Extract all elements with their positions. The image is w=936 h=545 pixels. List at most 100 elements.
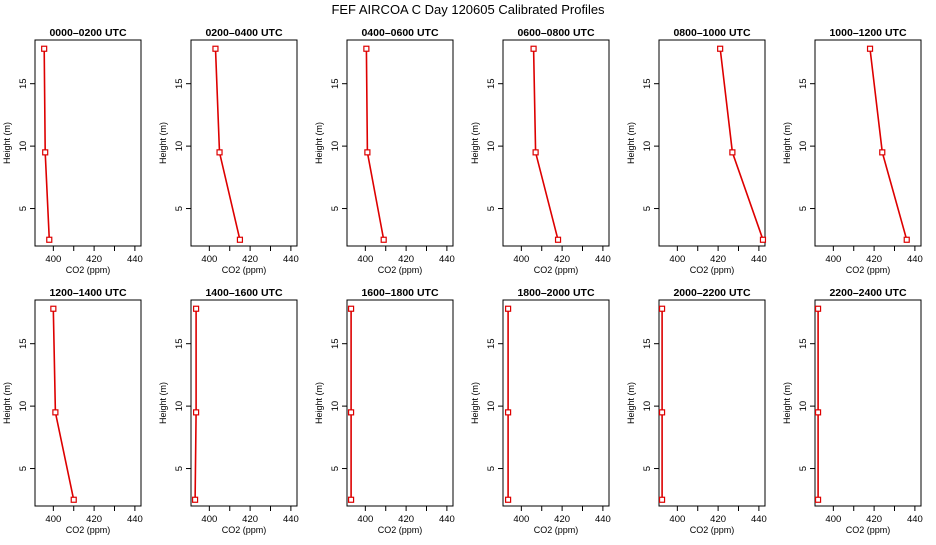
- data-point: [554, 236, 562, 243]
- y-tick-label: 5: [18, 206, 29, 211]
- panel-title: 0200–0400 UTC: [205, 27, 282, 39]
- panel-8: 1400–1600 UTC 400 420 440 5 10 15 CO2 (ppm) Heig…: [158, 287, 299, 535]
- x-tick-label: 440: [439, 254, 455, 265]
- x-tick-label: 420: [86, 514, 102, 525]
- plot-frame: [814, 299, 922, 507]
- y-tick-label: 15: [174, 78, 185, 89]
- plot-frame: [814, 39, 922, 247]
- x-axis-label: CO2 (ppm): [690, 525, 735, 535]
- y-tick-label: 10: [486, 141, 497, 152]
- y-axis-label: Height (m): [158, 382, 168, 424]
- panel-title: 2000–2200 UTC: [673, 287, 750, 299]
- x-axis-label: CO2 (ppm): [222, 265, 267, 275]
- data-point: [364, 149, 371, 156]
- y-tick-label: 5: [642, 466, 653, 471]
- y-tick-label: 10: [330, 141, 341, 152]
- y-tick-label: 5: [174, 466, 185, 471]
- data-point: [814, 496, 822, 503]
- y-axis-label: Height (m): [314, 122, 324, 164]
- data-point: [347, 496, 355, 503]
- x-axis-label: CO2 (ppm): [690, 265, 735, 275]
- y-tick-label: 15: [486, 338, 497, 349]
- x-axis-label: CO2 (ppm): [66, 265, 111, 275]
- profile-line: [194, 308, 197, 500]
- panel-title: 0600–0800 UTC: [517, 27, 594, 39]
- panel-title: 1200–1400 UTC: [49, 287, 126, 299]
- panel-grid: 0000–0200 UTC 400 420 440 5 10 15 CO2 (ppm) Heig…: [2, 27, 923, 535]
- y-axis-label: Height (m): [470, 122, 480, 164]
- x-axis-label: CO2 (ppm): [378, 265, 423, 275]
- x-tick-label: 420: [866, 254, 882, 265]
- data-point: [504, 496, 512, 503]
- y-tick-label: 15: [642, 78, 653, 89]
- data-point: [658, 305, 666, 312]
- x-axis-label: CO2 (ppm): [66, 525, 111, 535]
- y-tick-label: 15: [330, 338, 341, 349]
- panel-title: 0400–0600 UTC: [361, 27, 438, 39]
- x-tick-label: 400: [45, 254, 61, 265]
- plot-frame: [34, 299, 142, 507]
- y-axis-label: Height (m): [626, 122, 636, 164]
- data-point: [658, 496, 666, 503]
- x-tick-label: 420: [554, 514, 570, 525]
- x-tick-label: 400: [201, 254, 217, 265]
- x-tick-label: 440: [127, 514, 143, 525]
- x-tick-label: 420: [398, 514, 414, 525]
- x-tick-label: 440: [907, 254, 923, 265]
- profile-line: [869, 48, 908, 241]
- panel-title: 1600–1800 UTC: [361, 287, 438, 299]
- y-tick-label: 5: [486, 466, 497, 471]
- plot-frame: [658, 299, 766, 507]
- x-tick-label: 420: [554, 254, 570, 265]
- y-tick-label: 5: [486, 206, 497, 211]
- y-tick-label: 10: [642, 141, 653, 152]
- x-tick-label: 440: [283, 514, 299, 525]
- data-point: [191, 496, 199, 503]
- data-point: [504, 305, 512, 312]
- data-point: [52, 409, 59, 416]
- figure-title: FEF AIRCOA C Day 120605 Calibrated Profi…: [331, 2, 605, 17]
- x-axis-label: CO2 (ppm): [534, 525, 579, 535]
- x-axis-label: CO2 (ppm): [378, 525, 423, 535]
- panel-title: 0000–0200 UTC: [49, 27, 126, 39]
- data-point: [380, 236, 387, 243]
- panel-7: 1200–1400 UTC 400 420 440 5 10 15 CO2 (ppm) Heig…: [2, 287, 143, 535]
- y-axis-label: Height (m): [782, 382, 792, 424]
- x-tick-label: 420: [710, 514, 726, 525]
- x-tick-label: 400: [357, 254, 373, 265]
- y-tick-label: 15: [642, 338, 653, 349]
- data-point: [814, 409, 822, 416]
- x-tick-label: 400: [513, 254, 529, 265]
- x-tick-label: 400: [513, 514, 529, 525]
- data-point: [759, 236, 767, 243]
- x-tick-label: 420: [710, 254, 726, 265]
- data-point: [212, 45, 219, 52]
- data-point: [903, 236, 910, 243]
- y-tick-label: 10: [18, 401, 29, 412]
- data-point: [532, 149, 539, 156]
- y-tick-label: 15: [798, 78, 809, 89]
- panel-5: 0800–1000 UTC 400 420 440 5 10 15 CO2 (ppm) Heig…: [626, 27, 767, 275]
- data-point: [866, 45, 874, 52]
- x-tick-label: 400: [825, 254, 841, 265]
- panel-9: 1600–1800 UTC 400 420 440 5 10 15 CO2 (ppm) Heig…: [314, 287, 455, 535]
- y-tick-label: 5: [18, 466, 29, 471]
- y-tick-label: 10: [798, 141, 809, 152]
- y-axis-label: Height (m): [2, 382, 12, 424]
- plot-frame: [658, 39, 766, 247]
- plot-frame: [502, 299, 610, 507]
- data-point: [41, 45, 48, 52]
- panel-title: 1000–1200 UTC: [829, 27, 906, 39]
- data-point: [42, 149, 49, 156]
- profile-line: [214, 48, 241, 240]
- plot-frame: [190, 299, 298, 507]
- x-tick-label: 420: [398, 254, 414, 265]
- y-axis-label: Height (m): [470, 382, 480, 424]
- x-tick-label: 420: [866, 514, 882, 525]
- y-tick-label: 5: [174, 206, 185, 211]
- y-axis-label: Height (m): [626, 382, 636, 424]
- panel-title: 2200–2400 UTC: [829, 287, 906, 299]
- panel-12: 2200–2400 UTC 400 420 440 5 10 15 CO2 (ppm) Heig…: [782, 287, 923, 535]
